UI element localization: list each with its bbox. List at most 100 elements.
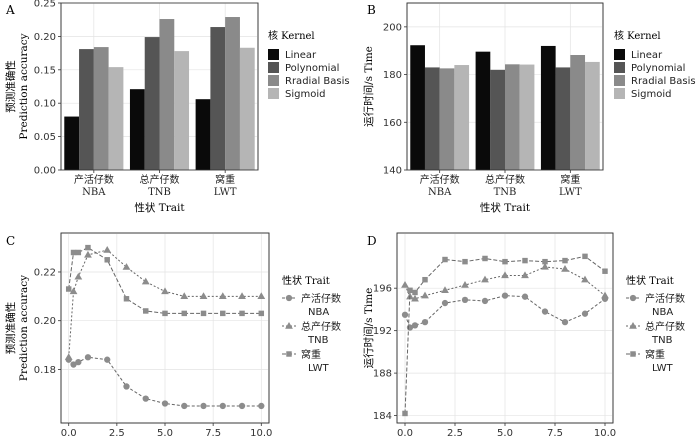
bar-linear [540, 45, 556, 170]
data-point-tnb [521, 271, 529, 279]
x-tick-label: 7.5 [547, 428, 563, 439]
legend-label: Linear [285, 50, 317, 61]
y-axis-title-line1: 预测准确性 [4, 302, 17, 355]
data-point-nba [521, 293, 529, 300]
y-tick-label: 196 [373, 284, 392, 295]
legend-key [614, 49, 625, 60]
data-point-lwt [412, 289, 418, 296]
legend-key [268, 62, 279, 73]
panel-C: C0.180.200.220.02.55.07.510.0C值 C value预… [4, 232, 341, 440]
data-point-lwt [65, 286, 72, 292]
data-point-lwt [422, 276, 428, 283]
data-point-tnb [161, 287, 169, 295]
legend-key-marker [630, 351, 636, 357]
data-point-tnb [238, 292, 246, 300]
data-point-nba [181, 402, 188, 410]
y-tick-label: 0.20 [34, 316, 56, 327]
legend-label-cn: 窝重 [301, 348, 321, 361]
bar-rradial-basis [93, 47, 109, 171]
y-tick-label: 180 [383, 70, 402, 81]
x-tick-label: 2.5 [109, 428, 125, 439]
y-tick-label: 192 [373, 326, 392, 337]
data-point-lwt [220, 310, 226, 317]
bar-sigmoid [585, 61, 600, 171]
x-tick-label-cn: 总产仔数 [140, 173, 180, 186]
legend-label: Sigmoid [285, 89, 325, 100]
legend-label-cn: 产活仔数 [301, 292, 341, 305]
data-point-tnb [581, 275, 589, 283]
y-axis-title: 运行时间/s Time [362, 288, 375, 369]
legend-label-cn: 窝重 [645, 348, 665, 361]
data-point-nba [411, 322, 419, 329]
legend-key-marker [285, 294, 293, 302]
data-point-nba [501, 292, 509, 299]
y-axis-title-line1: 预测准确性 [4, 60, 17, 113]
y-tick-label: 0.20 [34, 32, 56, 43]
data-point-lwt [582, 253, 588, 260]
data-point-tnb [441, 286, 449, 294]
data-point-lwt [104, 257, 110, 263]
legend-label-en: LWT [652, 363, 674, 374]
legend-label: Rradial Basis [631, 76, 696, 87]
data-point-tnb [199, 292, 208, 300]
data-point-lwt [562, 257, 568, 264]
bar-linear [129, 89, 145, 170]
legend-label-en: NBA [308, 307, 329, 318]
data-point-lwt [522, 257, 528, 264]
y-tick-label: 200 [383, 22, 402, 33]
x-tick-label-en: NBA [428, 187, 452, 198]
panel-label: D [367, 234, 377, 248]
data-point-nba [123, 383, 130, 390]
bar-polynomial [555, 67, 571, 170]
data-point-tnb [180, 292, 189, 300]
x-tick-label: 5.0 [157, 428, 173, 439]
data-point-lwt [239, 310, 245, 317]
y-tick-label: 0.00 [34, 166, 56, 177]
y-axis-title-line2: Prediction accuracy [18, 33, 30, 139]
legend-key [268, 75, 279, 86]
y-axis-title: 运行时间/s Time [362, 46, 375, 127]
legend-key-marker [285, 321, 293, 329]
data-point-tnb [481, 275, 489, 283]
x-tick-label: 0.0 [61, 428, 77, 439]
data-point-nba [481, 297, 489, 305]
y-tick-label: 0.15 [34, 65, 56, 76]
y-tick-label: 0.22 [34, 267, 56, 278]
plot-border [396, 232, 614, 424]
y-tick-label: 0.05 [34, 132, 56, 143]
x-tick-label: 7.5 [205, 428, 221, 439]
bar-polynomial [210, 27, 226, 170]
bar-polynomial [144, 37, 160, 171]
data-point-lwt [258, 310, 265, 317]
data-point-tnb [84, 250, 92, 258]
data-point-lwt [70, 249, 77, 256]
legend-label-en: TNB [307, 335, 329, 346]
x-tick-label: 10.0 [594, 428, 616, 439]
data-point-lwt [462, 258, 468, 265]
data-point-lwt [85, 244, 91, 251]
data-point-tnb [74, 272, 83, 280]
bar-polynomial [79, 49, 94, 171]
x-tick-label: 2.5 [447, 428, 463, 439]
y-tick-label: 0.18 [34, 365, 56, 376]
data-point-tnb [461, 280, 469, 288]
legend-label-en: LWT [308, 363, 330, 374]
data-point-tnb [401, 280, 409, 288]
data-point-lwt [442, 256, 448, 263]
bar-sigmoid [454, 65, 470, 170]
bar-sigmoid [239, 47, 255, 171]
x-tick-label-en: NBA [82, 187, 106, 198]
x-tick-label: 0.0 [397, 428, 413, 439]
data-point-lwt [602, 268, 608, 274]
x-tick-label-en: TNB [148, 187, 171, 198]
data-point-tnb [601, 291, 609, 299]
legend-key-marker [286, 351, 292, 357]
legend-title: 核 Kernel [614, 29, 661, 42]
panel-label: A [5, 3, 15, 17]
plot-border [60, 232, 270, 424]
x-tick-label-cn: 总产仔数 [485, 173, 525, 186]
panel-label: C [6, 234, 15, 248]
